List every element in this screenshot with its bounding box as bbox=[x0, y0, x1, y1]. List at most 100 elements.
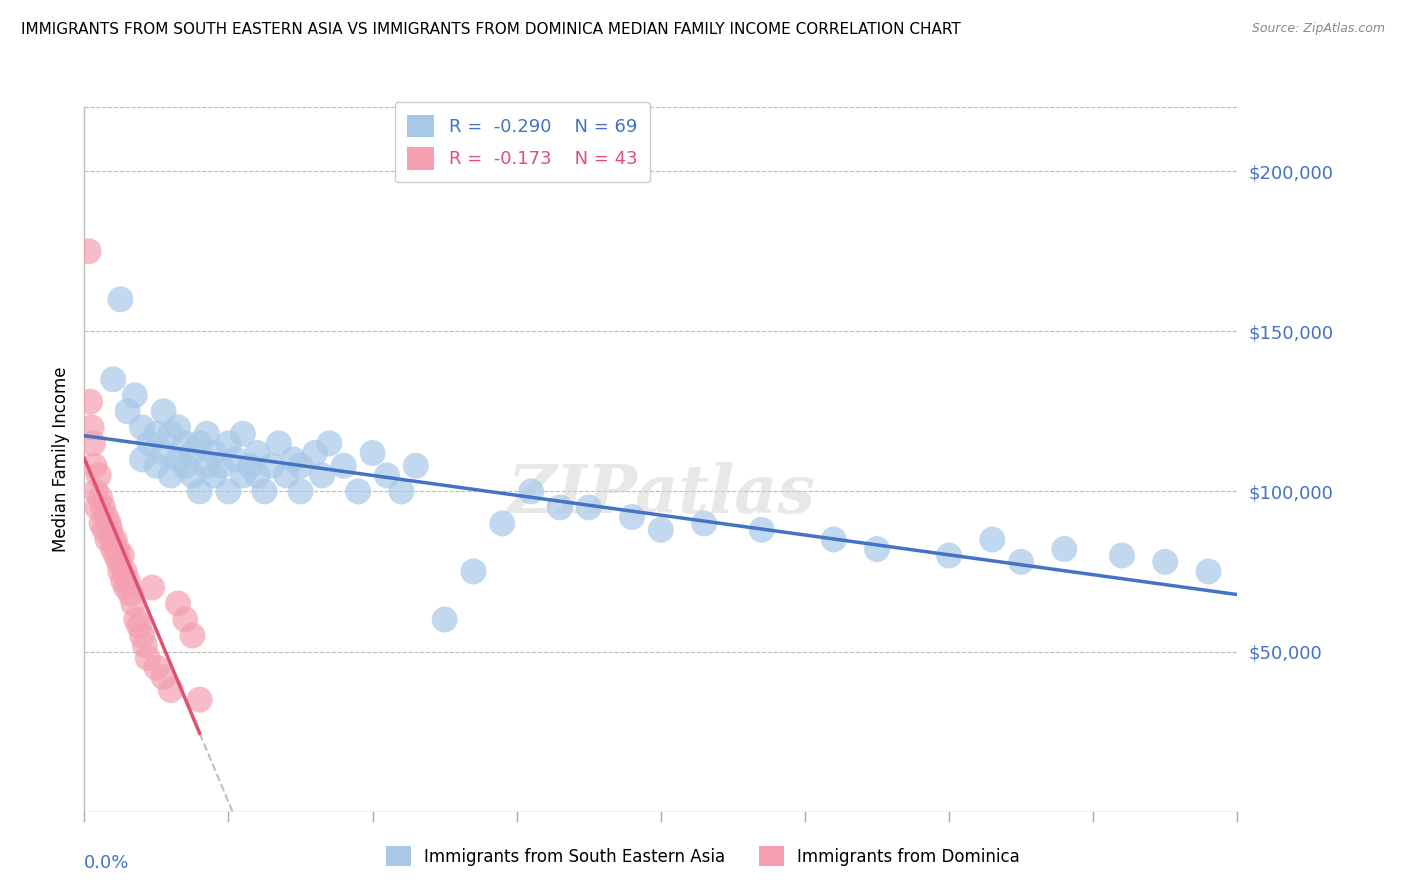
Point bbox=[239, 458, 262, 473]
Point bbox=[276, 468, 298, 483]
Point bbox=[152, 404, 174, 418]
Point bbox=[131, 420, 153, 434]
Point bbox=[202, 446, 225, 460]
Point bbox=[167, 452, 190, 467]
Point bbox=[103, 372, 124, 386]
Point bbox=[111, 549, 134, 563]
Point bbox=[181, 468, 204, 483]
Point bbox=[79, 394, 101, 409]
Text: IMMIGRANTS FROM SOUTH EASTERN ASIA VS IMMIGRANTS FROM DOMINICA MEDIAN FAMILY INC: IMMIGRANTS FROM SOUTH EASTERN ASIA VS IM… bbox=[21, 22, 960, 37]
Point bbox=[104, 533, 127, 547]
Point bbox=[1154, 555, 1177, 569]
Point bbox=[181, 446, 204, 460]
Point bbox=[114, 565, 136, 579]
Point bbox=[82, 436, 104, 450]
Point bbox=[160, 426, 183, 441]
Point bbox=[124, 388, 146, 402]
Point bbox=[333, 458, 356, 473]
Point bbox=[347, 484, 370, 499]
Point bbox=[152, 670, 174, 684]
Point bbox=[195, 426, 218, 441]
Text: ZIPatlas: ZIPatlas bbox=[508, 462, 814, 527]
Point bbox=[131, 452, 153, 467]
Point bbox=[578, 500, 600, 515]
Point bbox=[1010, 555, 1032, 569]
Point bbox=[94, 510, 117, 524]
Point bbox=[87, 468, 110, 483]
Point bbox=[304, 446, 326, 460]
Point bbox=[128, 619, 150, 633]
Point bbox=[96, 533, 118, 547]
Point bbox=[160, 683, 183, 698]
Point bbox=[145, 458, 167, 473]
Point bbox=[84, 484, 107, 499]
Point bbox=[866, 542, 889, 557]
Point bbox=[103, 542, 124, 557]
Point bbox=[97, 516, 120, 531]
Point bbox=[131, 628, 153, 642]
Point bbox=[181, 628, 204, 642]
Legend: R =  -0.290    N = 69, R =  -0.173    N = 43: R = -0.290 N = 69, R = -0.173 N = 43 bbox=[395, 102, 650, 182]
Point bbox=[188, 436, 211, 450]
Point bbox=[1198, 565, 1220, 579]
Point bbox=[311, 468, 333, 483]
Point bbox=[90, 516, 112, 531]
Point bbox=[433, 613, 456, 627]
Point bbox=[225, 452, 247, 467]
Point bbox=[120, 587, 142, 601]
Point bbox=[202, 468, 225, 483]
Point bbox=[195, 458, 218, 473]
Point bbox=[463, 565, 485, 579]
Point bbox=[938, 549, 960, 563]
Point bbox=[167, 597, 190, 611]
Point bbox=[1111, 549, 1133, 563]
Point bbox=[491, 516, 513, 531]
Point bbox=[174, 613, 197, 627]
Point bbox=[267, 436, 290, 450]
Point bbox=[105, 549, 128, 563]
Point bbox=[110, 292, 132, 306]
Point bbox=[246, 468, 269, 483]
Point bbox=[751, 523, 773, 537]
Point bbox=[391, 484, 413, 499]
Legend: Immigrants from South Eastern Asia, Immigrants from Dominica: Immigrants from South Eastern Asia, Immi… bbox=[378, 838, 1028, 875]
Point bbox=[318, 436, 340, 450]
Point bbox=[232, 468, 254, 483]
Point bbox=[160, 468, 183, 483]
Point bbox=[77, 244, 100, 259]
Point bbox=[209, 458, 232, 473]
Point bbox=[80, 420, 103, 434]
Point bbox=[621, 510, 644, 524]
Text: 0.0%: 0.0% bbox=[84, 854, 129, 872]
Point bbox=[83, 458, 105, 473]
Text: Source: ZipAtlas.com: Source: ZipAtlas.com bbox=[1251, 22, 1385, 36]
Point bbox=[117, 404, 139, 418]
Point bbox=[136, 651, 159, 665]
Y-axis label: Median Family Income: Median Family Income bbox=[52, 367, 70, 552]
Point bbox=[174, 458, 197, 473]
Point bbox=[93, 523, 115, 537]
Point bbox=[89, 491, 111, 505]
Point bbox=[361, 446, 384, 460]
Point bbox=[91, 500, 114, 515]
Point bbox=[108, 555, 131, 569]
Point bbox=[134, 638, 156, 652]
Point bbox=[145, 660, 167, 674]
Point bbox=[520, 484, 543, 499]
Point bbox=[260, 458, 283, 473]
Point bbox=[152, 446, 174, 460]
Point bbox=[290, 484, 312, 499]
Point bbox=[174, 436, 197, 450]
Point bbox=[218, 484, 240, 499]
Point bbox=[122, 597, 145, 611]
Point bbox=[141, 581, 163, 595]
Point bbox=[375, 468, 398, 483]
Point bbox=[112, 574, 135, 588]
Point bbox=[167, 420, 190, 434]
Point bbox=[981, 533, 1004, 547]
Point bbox=[1053, 542, 1076, 557]
Point bbox=[115, 581, 138, 595]
Point bbox=[138, 436, 160, 450]
Point bbox=[548, 500, 571, 515]
Point bbox=[86, 500, 108, 515]
